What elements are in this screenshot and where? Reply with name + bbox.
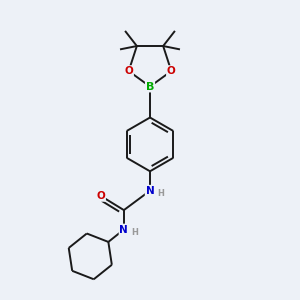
- Text: H: H: [157, 189, 164, 198]
- Text: H: H: [131, 228, 138, 237]
- Text: O: O: [167, 66, 176, 76]
- Text: O: O: [124, 66, 133, 76]
- Text: B: B: [146, 82, 154, 92]
- Text: O: O: [96, 191, 105, 201]
- Text: N: N: [119, 224, 128, 235]
- Text: N: N: [146, 186, 154, 196]
